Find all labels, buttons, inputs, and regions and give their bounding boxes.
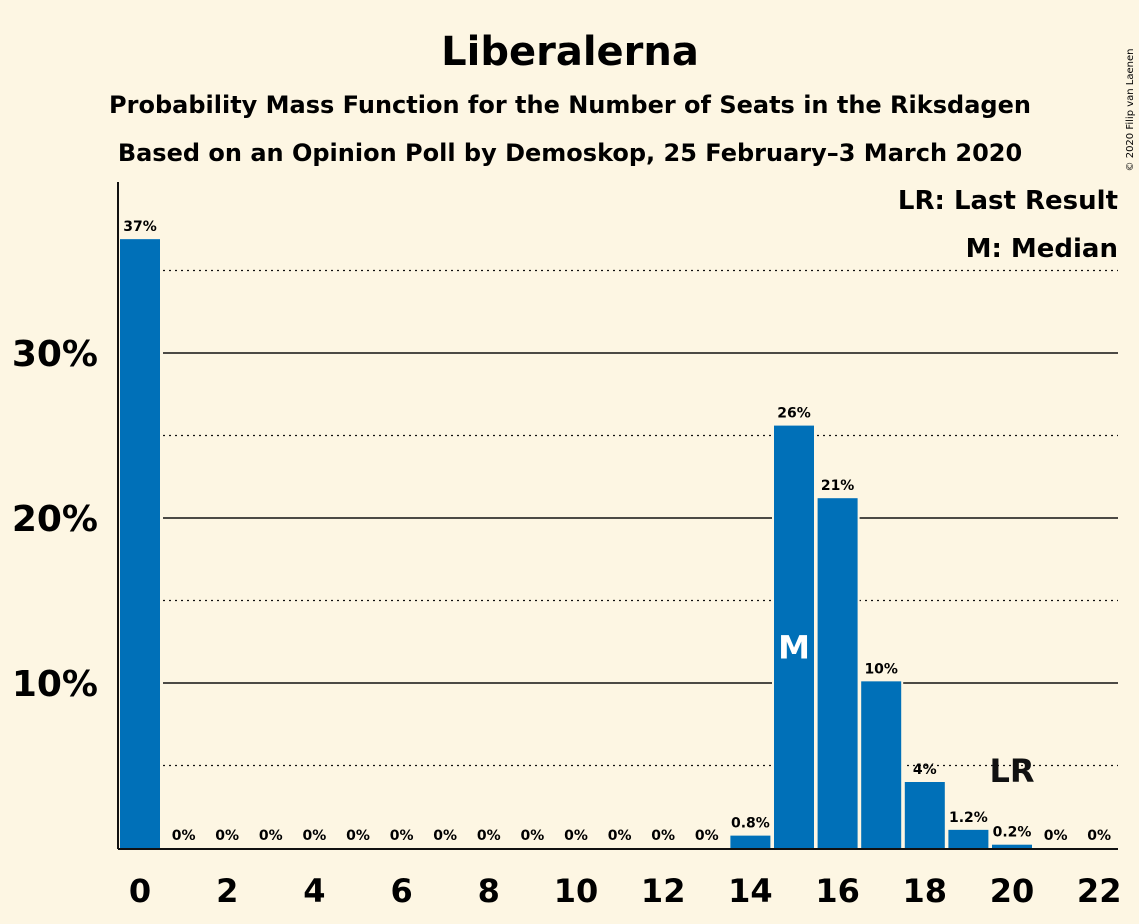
bar bbox=[861, 681, 902, 848]
data-label: 0% bbox=[215, 828, 239, 844]
x-tick-label: 0 bbox=[129, 872, 151, 910]
bar bbox=[817, 498, 858, 848]
bar bbox=[904, 782, 945, 848]
data-label: 21% bbox=[821, 478, 855, 494]
x-tick-label: 22 bbox=[1077, 872, 1122, 910]
data-label: 4% bbox=[913, 762, 937, 778]
median-marker: M bbox=[778, 628, 810, 666]
data-label: 37% bbox=[123, 219, 157, 235]
y-tick-label: 30% bbox=[12, 334, 98, 375]
data-label: 0% bbox=[433, 828, 457, 844]
y-tick-label: 10% bbox=[12, 664, 98, 705]
data-label: 10% bbox=[864, 661, 898, 677]
axes: 10% 20% 30% 0 2 4 6 8 10 12 14 16 18 20 22 bbox=[12, 182, 1122, 910]
gridlines bbox=[163, 269, 1118, 767]
chart-subtitle-2: Based on an Opinion Poll by Demoskop, 25… bbox=[118, 139, 1022, 167]
data-label: 0% bbox=[1044, 828, 1068, 844]
chart-subtitle-1: Probability Mass Function for the Number… bbox=[109, 91, 1031, 119]
data-label: 0% bbox=[651, 828, 675, 844]
data-label: 0% bbox=[172, 828, 196, 844]
data-label: 0% bbox=[564, 828, 588, 844]
data-label: 0% bbox=[303, 828, 327, 844]
data-label: 26% bbox=[777, 406, 811, 422]
bar bbox=[992, 844, 1032, 848]
data-label: 0% bbox=[521, 828, 545, 844]
x-tick-label: 18 bbox=[903, 872, 948, 910]
data-label: 0% bbox=[259, 828, 283, 844]
legend-median: M: Median bbox=[966, 234, 1118, 264]
data-label: 0% bbox=[1087, 828, 1111, 844]
y-tick-label: 20% bbox=[12, 499, 98, 540]
data-label: 0% bbox=[346, 828, 370, 844]
last-result-marker: LR bbox=[989, 752, 1034, 790]
data-label: 0% bbox=[608, 828, 632, 844]
data-label: 0% bbox=[477, 828, 501, 844]
bars bbox=[118, 237, 1034, 848]
bar bbox=[730, 835, 771, 848]
x-tick-label: 20 bbox=[990, 872, 1035, 910]
copyright-notice: © 2020 Filip van Laenen bbox=[1125, 49, 1136, 172]
bar bbox=[774, 425, 814, 848]
data-label: 0% bbox=[695, 828, 719, 844]
data-label: 0.2% bbox=[993, 825, 1032, 841]
x-tick-label: 14 bbox=[728, 872, 773, 910]
x-tick-label: 4 bbox=[303, 872, 325, 910]
legend-last-result: LR: Last Result bbox=[898, 186, 1118, 216]
bar bbox=[948, 829, 989, 848]
x-tick-label: 8 bbox=[478, 872, 500, 910]
chart-title: Liberalerna bbox=[441, 29, 699, 75]
data-label: 0% bbox=[390, 828, 414, 844]
data-label: 0.8% bbox=[731, 816, 770, 832]
x-tick-label: 16 bbox=[815, 872, 860, 910]
data-labels: 37% 0% 0% 0% 0% 0% 0% 0% 0% 0% 0% 0% 0% 0% 0.8% 26% 21% 1… bbox=[123, 219, 1111, 844]
bar bbox=[120, 239, 160, 848]
data-label: 1.2% bbox=[949, 810, 988, 826]
x-tick-label: 12 bbox=[641, 872, 686, 910]
x-tick-label: 6 bbox=[390, 872, 412, 910]
x-tick-label: 10 bbox=[554, 872, 599, 910]
x-tick-label: 2 bbox=[216, 872, 238, 910]
